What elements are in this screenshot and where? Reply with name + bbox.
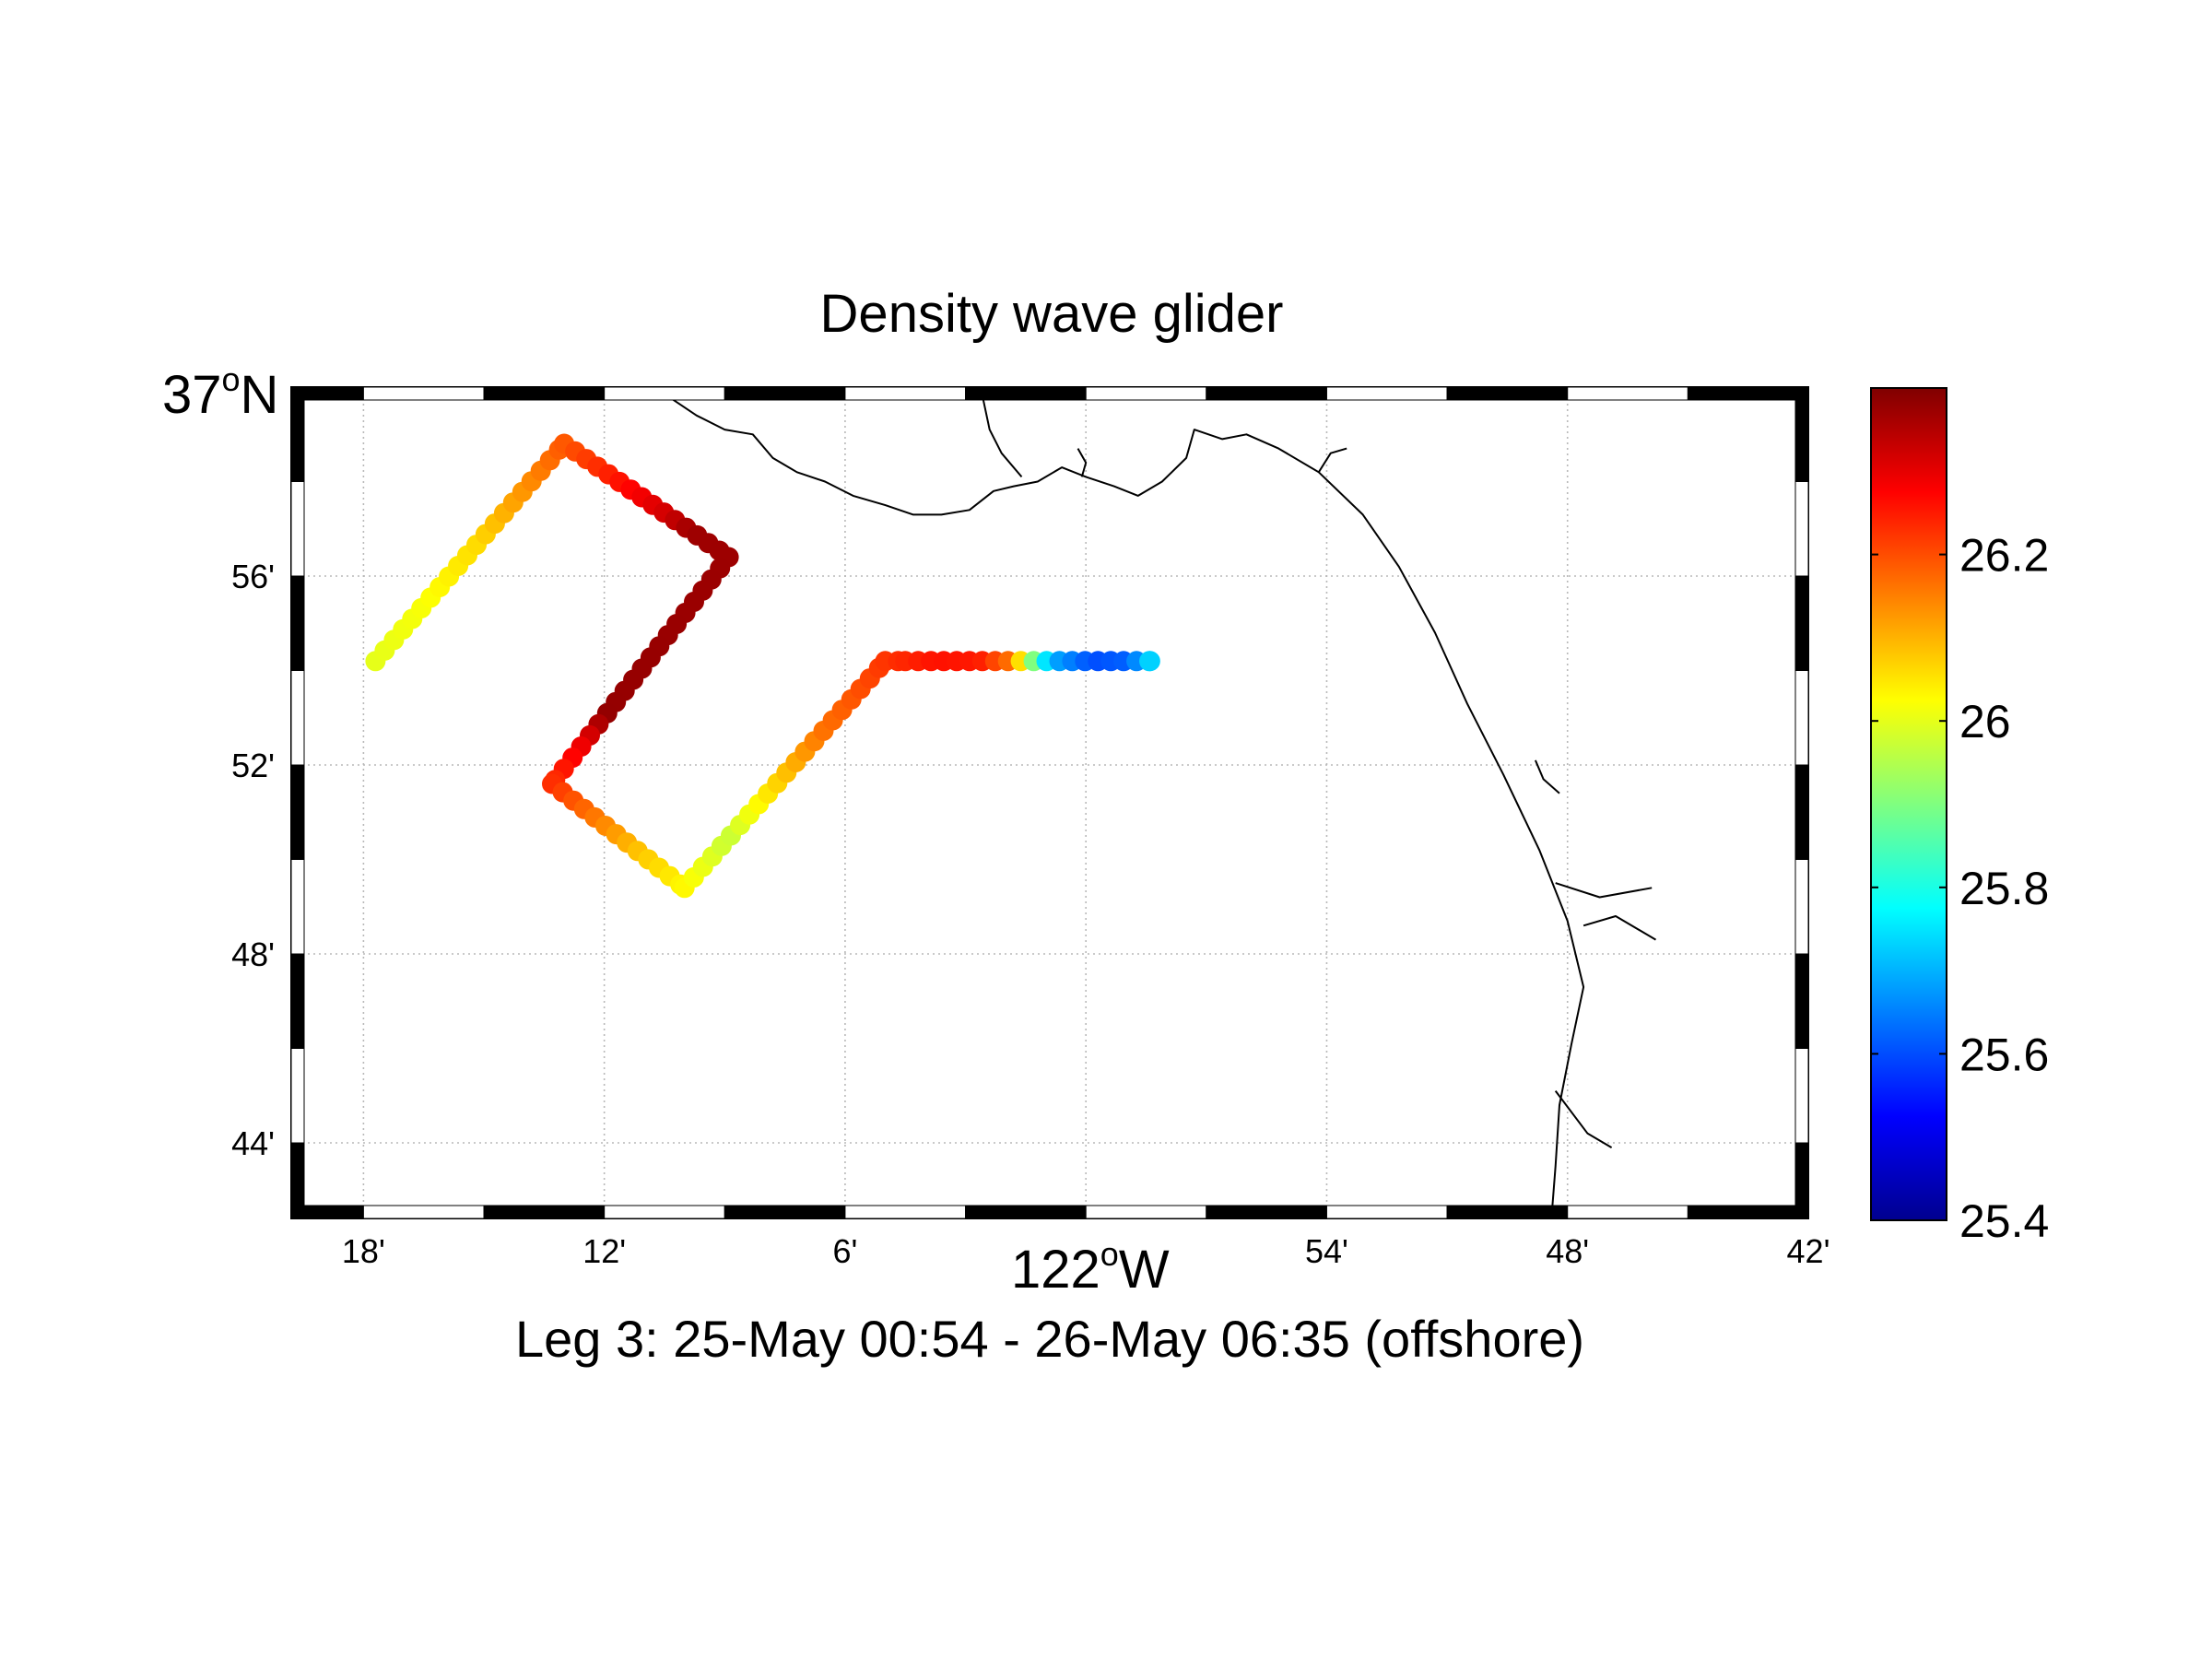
y-axis-label: 37oN	[162, 360, 278, 425]
coastline-segment-3	[1317, 447, 1347, 473]
frame-top-segment-9	[1325, 386, 1448, 401]
frame-top-segment-1	[362, 386, 485, 401]
frame-top-segment-2	[483, 386, 606, 401]
frame-bottom-segment-7	[1085, 1205, 1207, 1219]
frame-bottom-segment-12	[1687, 1205, 1809, 1219]
y-tick-labels: 44' 48' 52' 56'	[231, 558, 275, 1162]
frame-right-segment-1	[1794, 1048, 1809, 1144]
colorbar-tick-label: 25.6	[1959, 1029, 2049, 1080]
frame-right-segment-4	[1794, 764, 1809, 860]
grid-lines	[291, 387, 1808, 1218]
y-axis-label-hemisphere: N	[241, 365, 279, 425]
colorbar	[1870, 387, 1947, 1221]
colorbar-ticks: 25.4 25.6 25.8 26 26.2	[1871, 530, 2049, 1247]
frame-left-segment-7	[290, 481, 305, 577]
colorbar-tick-label: 25.8	[1959, 863, 2049, 914]
frame-left-segment-0	[290, 1142, 305, 1219]
coastline-segment-2	[1077, 448, 1088, 477]
frame-right-segment-3	[1794, 859, 1809, 955]
frame-bottom-segment-4	[724, 1205, 846, 1219]
coastline-segment-7	[1554, 1089, 1613, 1148]
glider-track	[365, 433, 1160, 899]
frame-left-segment-1	[290, 1048, 305, 1144]
frame-top-segment-7	[1085, 386, 1207, 401]
x-tick-label: 54'	[1305, 1232, 1348, 1270]
frame-left-segment-2	[290, 953, 305, 1049]
frame-bottom-segment-10	[1446, 1205, 1569, 1219]
coastline-segment-6	[1583, 915, 1657, 941]
map-plot-area	[290, 386, 1809, 1219]
x-tick-labels: 18' 12' 6' 54' 48' 42'	[342, 1232, 1830, 1270]
frame-left-segment-3	[290, 859, 305, 955]
x-tick-label: 6'	[832, 1232, 857, 1270]
frame-left-segment-4	[290, 764, 305, 860]
frame-bottom-segment-3	[604, 1205, 725, 1219]
frame-right-segment-8	[1794, 386, 1809, 482]
frame-bottom-segment-6	[965, 1205, 1087, 1219]
frame-top-segment-4	[724, 386, 846, 401]
y-axis-label-degrees: 37	[162, 365, 222, 425]
x-axis-label-degree-symbol: o	[1100, 1235, 1119, 1273]
track-point-114	[1139, 651, 1160, 672]
frame-bottom-segment-2	[483, 1205, 606, 1219]
frame-top-segment-11	[1567, 386, 1688, 401]
map-frame	[290, 386, 1809, 1219]
coastline-segment-0	[667, 395, 1585, 1219]
frame-bottom-segment-8	[1206, 1205, 1327, 1219]
frame-top-segment-5	[844, 386, 967, 401]
frame-left-segment-6	[290, 575, 305, 671]
x-axis-label-hemisphere: W	[1119, 1240, 1170, 1300]
frame-top-segment-3	[604, 386, 725, 401]
x-axis-label-degrees: 122	[1011, 1240, 1100, 1300]
frame-bottom-segment-9	[1325, 1205, 1448, 1219]
frame-top-segment-10	[1446, 386, 1569, 401]
frame-right-segment-6	[1794, 575, 1809, 671]
colorbar-tick-label: 26	[1959, 696, 2011, 747]
chart-title: Density wave glider	[820, 284, 1284, 344]
y-tick-label: 48'	[231, 935, 275, 973]
colorbar-tick-label: 26.2	[1959, 530, 2049, 582]
frame-right-segment-7	[1794, 481, 1809, 577]
coastline	[667, 391, 1657, 1219]
colorbar-tick-label: 25.4	[1959, 1195, 2049, 1247]
frame-right-segment-2	[1794, 953, 1809, 1049]
frame-left-segment-5	[290, 670, 305, 766]
x-tick-label: 48'	[1546, 1232, 1589, 1270]
frame-bottom-segment-11	[1567, 1205, 1688, 1219]
frame-top-segment-8	[1206, 386, 1327, 401]
y-tick-label: 44'	[231, 1124, 275, 1162]
plot-background	[291, 387, 1808, 1218]
frame-left-segment-8	[290, 386, 305, 482]
coastline-segment-5	[1555, 882, 1653, 899]
coastline-segment-1	[981, 391, 1023, 478]
y-axis-label-degree-symbol: o	[222, 360, 241, 398]
y-tick-label: 52'	[231, 747, 275, 784]
frame-top-segment-12	[1687, 386, 1809, 401]
y-tick-label: 56'	[231, 558, 275, 595]
x-tick-label: 12'	[582, 1232, 626, 1270]
frame-top-segment-6	[965, 386, 1087, 401]
frame-right-segment-0	[1794, 1142, 1809, 1219]
x-tick-label: 18'	[342, 1232, 385, 1270]
frame-bottom-segment-1	[362, 1205, 485, 1219]
frame-right-segment-5	[1794, 670, 1809, 766]
x-tick-label: 42'	[1787, 1232, 1830, 1270]
frame-bottom-segment-5	[844, 1205, 967, 1219]
x-axis-label: 122oW	[1011, 1235, 1170, 1300]
coastline-segment-4	[1534, 759, 1560, 794]
chart-subtitle: Leg 3: 25-May 00:54 - 26-May 06:35 (offs…	[515, 1310, 1584, 1368]
